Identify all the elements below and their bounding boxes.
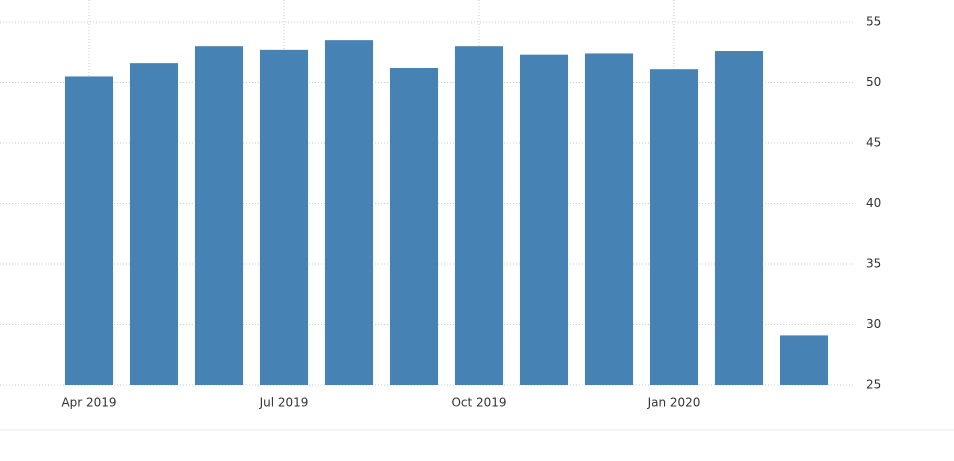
bar: [64, 76, 114, 385]
bar: [584, 53, 634, 386]
bar: [519, 54, 569, 386]
y-tick-label: 35: [866, 257, 881, 271]
y-tick-label: 25: [866, 378, 881, 392]
bar: [324, 40, 374, 386]
y-tick-label: 30: [866, 317, 881, 331]
bar: [129, 63, 179, 385]
bar: [714, 51, 764, 385]
bar: [389, 67, 439, 385]
bar: [259, 49, 309, 386]
x-tick-label: Oct 2019: [451, 396, 506, 410]
y-tick-label: 45: [866, 136, 881, 150]
x-tick-label: Jul 2019: [259, 396, 309, 410]
y-tick-label: 40: [866, 196, 881, 210]
x-tick-label: Jan 2020: [647, 396, 701, 410]
bar: [454, 46, 504, 385]
y-tick-label: 55: [866, 15, 881, 29]
bar: [779, 335, 829, 385]
bar: [649, 69, 699, 385]
bar: [194, 46, 244, 385]
x-tick-label: Apr 2019: [61, 396, 116, 410]
y-tick-label: 50: [866, 75, 881, 89]
